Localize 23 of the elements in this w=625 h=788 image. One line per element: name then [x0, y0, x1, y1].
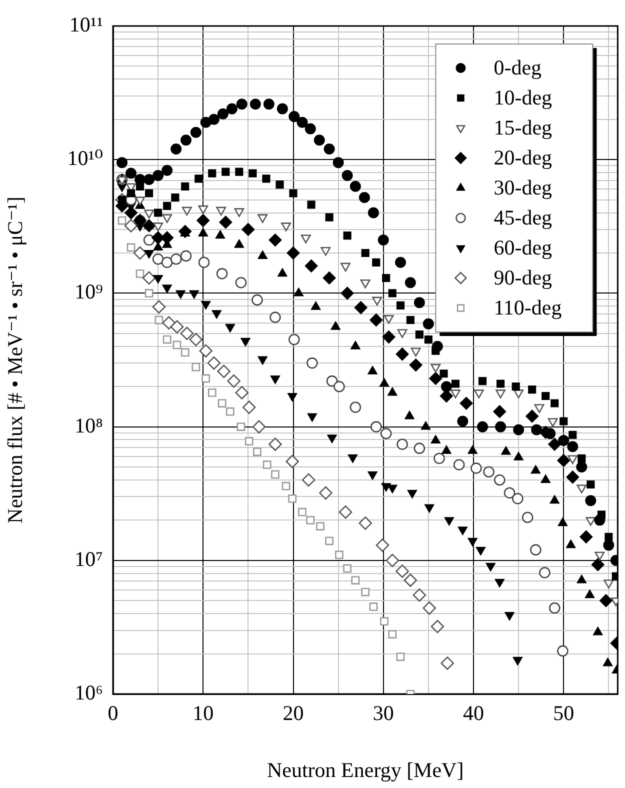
legend-label: 110-deg	[494, 296, 562, 320]
legend-label: 15-deg	[494, 116, 553, 140]
x-axis-title: Neutron Energy [MeV]	[266, 758, 464, 782]
legend-label: 30-deg	[494, 176, 553, 200]
x-tick-label: 40	[463, 701, 484, 726]
legend-label: 45-deg	[494, 206, 553, 230]
legend-label: 90-deg	[494, 266, 553, 290]
y-tick-label: 10¹¹	[69, 12, 103, 37]
y-axis-title: Neutron flux [# • MeV⁻¹ • sr⁻¹ • μC⁻¹]	[3, 196, 28, 524]
x-tick-label: 30	[372, 701, 394, 726]
x-tick-label: 50	[553, 701, 574, 726]
y-tick-label: 10¹⁰	[67, 146, 103, 170]
y-tick-label: 10⁷	[74, 546, 103, 571]
x-tick-label: 20	[282, 701, 304, 726]
legend-label: 0-deg	[494, 56, 542, 80]
legend-label: 10-deg	[494, 86, 553, 110]
legend-label: 60-deg	[494, 236, 553, 260]
y-tick-label: 10⁸	[74, 413, 103, 438]
x-tick-label: 0	[108, 701, 118, 726]
y-tick-label: 10⁶	[74, 680, 103, 705]
x-tick-label: 10	[192, 701, 214, 726]
y-tick-label: 10⁹	[74, 280, 103, 304]
legend-label: 20-deg	[494, 146, 553, 170]
